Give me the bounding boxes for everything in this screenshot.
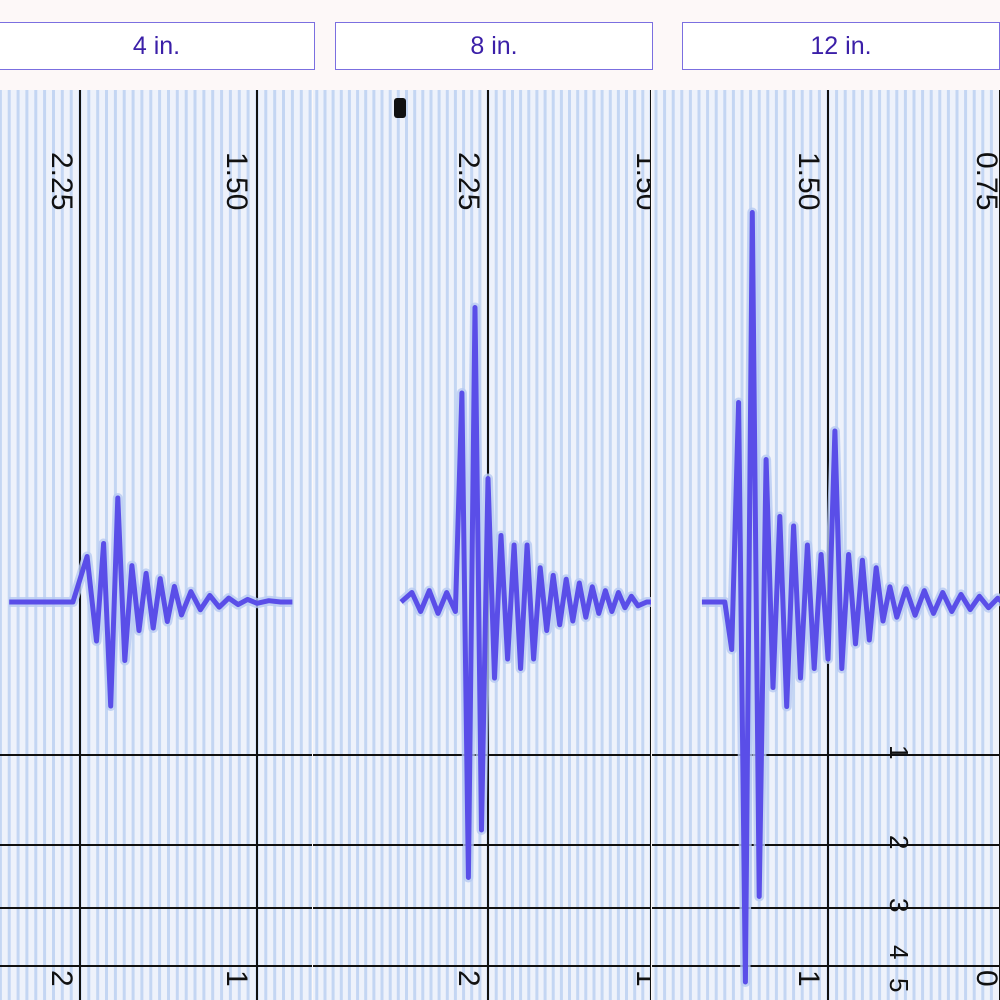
bottom-label: 1 <box>792 970 825 987</box>
x-tick-label: 2.25 <box>452 152 485 210</box>
seismogram-4in: 2.25 1.50 2 1 <box>0 90 312 1000</box>
bottom-label: 0 <box>970 970 1000 987</box>
panel-title-4in: 4 in. <box>0 22 315 70</box>
x-tick-label: 0.75 <box>970 152 1000 210</box>
seismogram-12in: 1.50 0.75 1 0 1 2 3 4 5 <box>652 90 1000 1000</box>
trace-label: 5 <box>884 978 914 992</box>
bottom-label: 1 <box>630 970 651 987</box>
x-tick-label: 1.50 <box>792 152 825 210</box>
bottom-label: 1 <box>220 970 253 987</box>
bottom-label: 2 <box>452 970 485 987</box>
seismic-trace <box>9 495 293 709</box>
seismic-trace <box>399 305 651 880</box>
trace-label: 4 <box>884 945 914 959</box>
seismic-trace <box>701 210 1000 985</box>
trace-label: 2 <box>884 835 914 849</box>
seismogram-panel-8in: 2.25 1.50 2 1 <box>313 90 651 1000</box>
x-tick-label: 1.50 <box>220 152 253 210</box>
seismogram-panel-4in: 2.25 1.50 2 1 <box>0 90 312 1000</box>
x-tick-label: 2.25 <box>45 152 78 210</box>
seismogram-panel-12in: 1.50 0.75 1 0 1 2 3 4 5 <box>652 90 1000 1000</box>
trace-label: 1 <box>884 745 914 759</box>
scale-marker <box>394 98 406 118</box>
seismogram-8in: 2.25 1.50 2 1 <box>313 90 651 1000</box>
bottom-label: 2 <box>45 970 78 987</box>
panel-title-8in: 8 in. <box>335 22 653 70</box>
panel-title-12in: 12 in. <box>682 22 1000 70</box>
trace-label: 3 <box>884 898 914 912</box>
header-bar: 4 in. 8 in. 12 in. <box>0 0 1000 90</box>
x-tick-label: 1.50 <box>630 152 651 210</box>
